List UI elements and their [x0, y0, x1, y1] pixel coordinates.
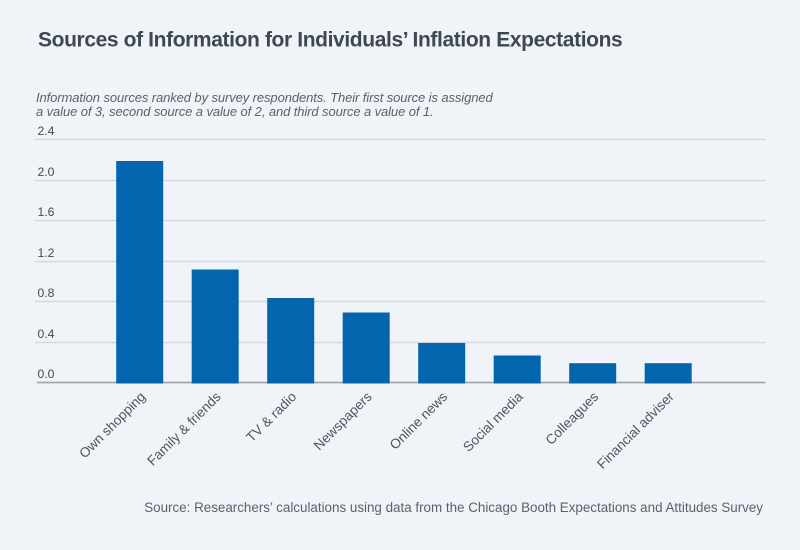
- svg-text:0.0: 0.0: [38, 367, 55, 381]
- svg-text:1.6: 1.6: [38, 205, 55, 219]
- svg-text:0.4: 0.4: [38, 327, 55, 341]
- svg-text:Information sources ranked by: Information sources ranked by survey res…: [36, 90, 493, 105]
- svg-text:1.2: 1.2: [38, 246, 55, 260]
- svg-text:Source: Researchers’ calculati: Source: Researchers’ calculations using …: [144, 500, 763, 515]
- svg-text:2.0: 2.0: [38, 165, 55, 179]
- svg-text:a value of 3, second source a: a value of 3, second source a value of 2…: [36, 104, 434, 119]
- svg-text:2.4: 2.4: [38, 124, 55, 138]
- svg-text:Sources of Information for Ind: Sources of Information for Individuals’ …: [38, 29, 622, 52]
- svg-text:0.8: 0.8: [38, 286, 55, 300]
